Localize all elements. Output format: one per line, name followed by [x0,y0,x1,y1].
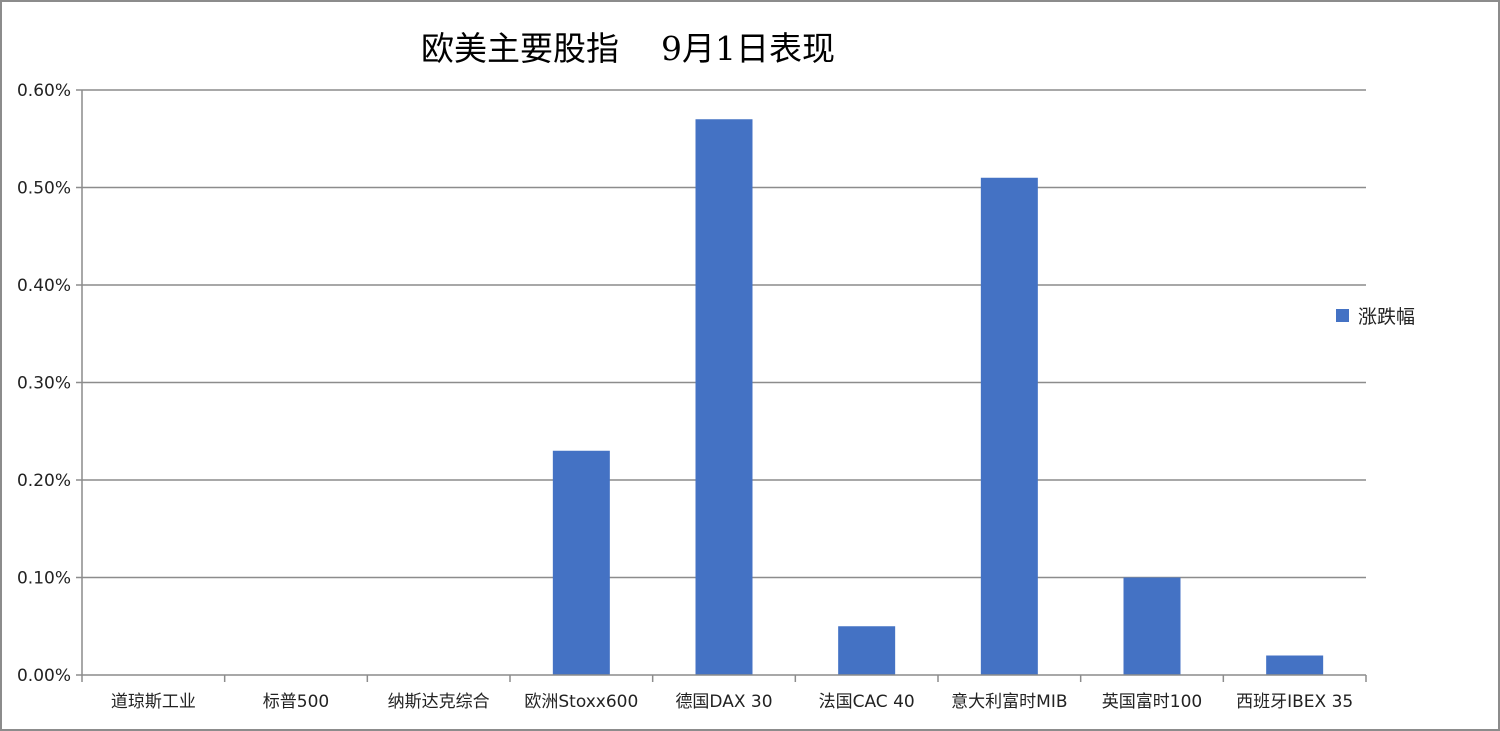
y-tick-label: 0.40% [17,276,71,296]
x-tick-label: 英国富时100 [1102,692,1202,712]
legend: 涨跌幅 [1336,302,1415,329]
x-tick-label: 标普500 [263,692,329,712]
x-tick-label: 纳斯达克综合 [388,692,490,712]
bar [552,450,610,675]
legend-swatch [1336,309,1349,322]
y-tick-label: 0.60% [17,81,71,101]
bar [695,119,753,675]
y-tick-label: 0.30% [17,374,71,394]
x-tick-label: 法国CAC 40 [819,692,915,712]
x-tick-label: 道琼斯工业 [111,692,196,712]
x-tick-label: 欧洲Stoxx600 [524,692,638,712]
y-tick-label: 0.50% [17,179,71,199]
x-tick-label: 意大利富时MIB [951,692,1067,712]
bar [1266,655,1324,675]
x-tick-label: 西班牙IBEX 35 [1236,692,1353,712]
chart-title: 欧美主要股指 9月1日表现 [421,29,835,68]
y-tick-label: 0.00% [17,666,71,686]
y-tick-label: 0.20% [17,471,71,491]
y-tick-label: 0.10% [17,569,71,589]
legend-label: 涨跌幅 [1358,306,1416,328]
bar [838,626,896,675]
bar [980,177,1038,675]
x-tick-label: 德国DAX 30 [675,692,772,712]
bar [1123,577,1181,675]
